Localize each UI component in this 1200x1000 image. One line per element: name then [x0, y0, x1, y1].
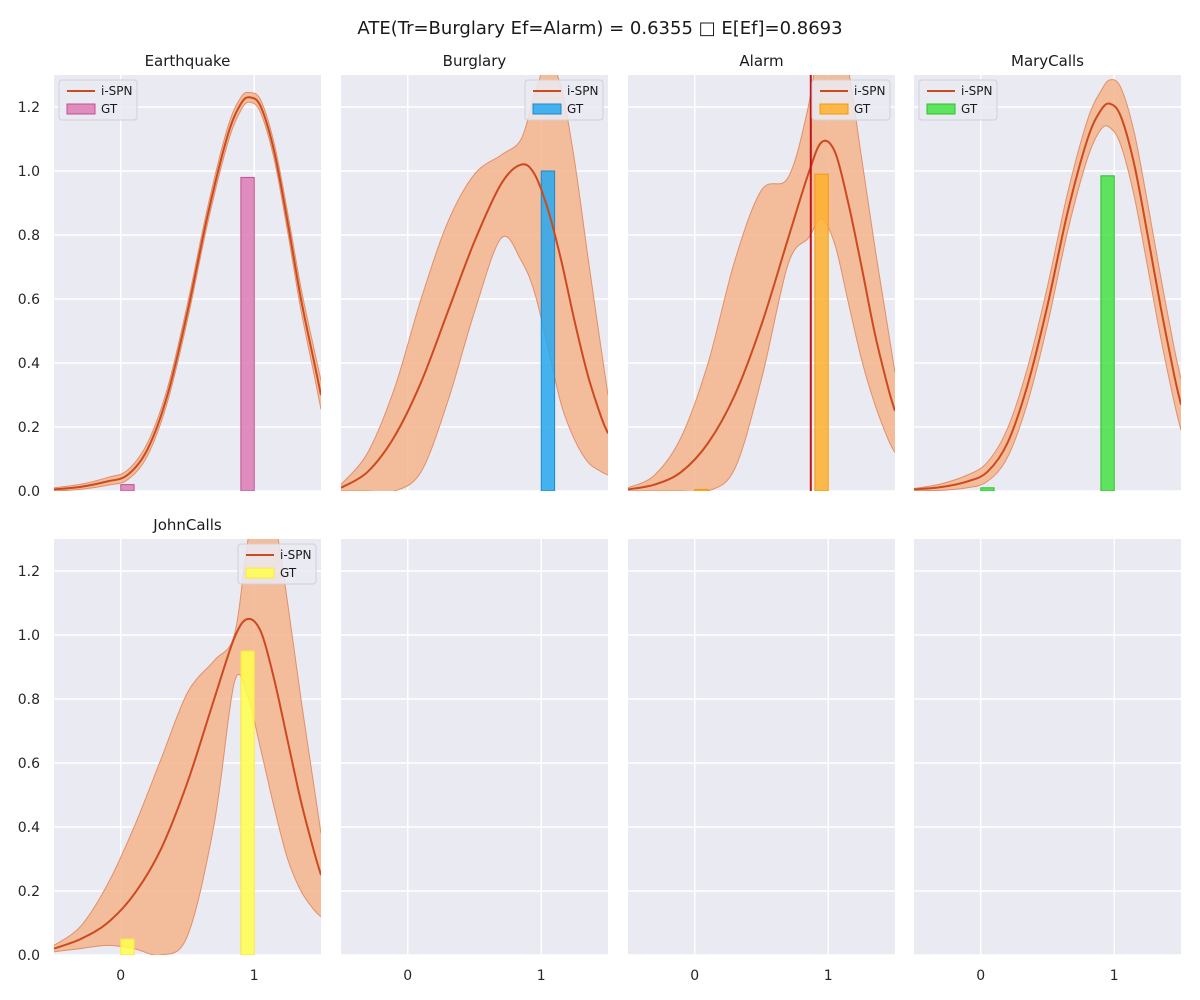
y-tick-label: 1.0 — [18, 628, 40, 644]
legend: i-SPN GT — [58, 79, 138, 121]
band-lower-edge — [54, 673, 321, 955]
panel-title: MaryCalls — [1011, 52, 1084, 70]
y-tick-label: 1.2 — [18, 564, 40, 580]
legend: i-SPN GT — [811, 79, 891, 121]
y-tick-label: 0.4 — [18, 820, 40, 836]
i-spn-line — [54, 617, 321, 950]
gt-bar — [120, 938, 135, 955]
figure-title: ATE(Tr=Burglary Ef=Alarm) = 0.6355 □ E[E… — [357, 18, 842, 39]
y-tick-label: 0.2 — [18, 884, 40, 900]
y-tick-label: 0.0 — [18, 484, 40, 500]
i-spn-line — [54, 96, 321, 491]
i-spn-line — [914, 102, 1181, 491]
y-tick-label: 0.6 — [18, 292, 40, 308]
gt-bar — [1100, 175, 1115, 491]
plot-area — [54, 75, 321, 491]
legend: i-SPN GT — [524, 79, 604, 121]
y-tick-label: 0.8 — [18, 692, 40, 708]
i-spn-line — [628, 139, 895, 491]
legend-label: i-SPN — [854, 84, 886, 98]
legend-label: GT — [961, 102, 978, 116]
i-spn-line — [341, 163, 608, 489]
legend-label: GT — [854, 102, 871, 116]
plot-area — [341, 539, 608, 955]
band-upper-edge — [914, 79, 1181, 489]
confidence-band — [54, 539, 321, 955]
x-tick-label: 0 — [116, 968, 125, 984]
panels-grid: 0.00.20.40.60.81.01.2Earthquakei-SPNGTBu… — [18, 52, 1181, 984]
plot-area — [914, 75, 1181, 491]
legend-gt-swatch — [926, 103, 956, 115]
x-tick-label: 0 — [690, 968, 699, 984]
band-lower-edge — [914, 125, 1181, 491]
gt-bar — [694, 488, 709, 491]
band-lower-edge — [341, 235, 608, 491]
y-tick-label: 0.8 — [18, 228, 40, 244]
band-upper-edge — [54, 539, 321, 946]
legend: i-SPN GT — [918, 79, 998, 121]
x-tick-label: 0 — [403, 968, 412, 984]
legend: i-SPN GT — [237, 543, 317, 585]
band-lower-edge — [54, 101, 321, 491]
gt-bar — [120, 484, 135, 491]
x-tick-label: 1 — [250, 968, 259, 984]
y-tick-label: 0.4 — [18, 356, 40, 372]
gt-bar — [540, 170, 556, 491]
y-tick-label: 0.0 — [18, 948, 40, 964]
panel: MaryCalls i-SPN GT — [914, 52, 1181, 492]
y-tick-label: 1.2 — [18, 100, 40, 116]
legend-gt-swatch — [245, 567, 275, 579]
panel: Alarm i-SPN GT — [628, 52, 895, 492]
legend-label: i-SPN — [280, 548, 312, 562]
gt-bar — [980, 487, 995, 491]
legend-gt-swatch — [532, 103, 562, 115]
y-tick-label: 1.0 — [18, 164, 40, 180]
x-tick-label: 1 — [537, 968, 546, 984]
gt-bar — [814, 173, 829, 491]
band-lower-edge — [628, 218, 895, 491]
y-tick-label: 0.6 — [18, 756, 40, 772]
legend-label: GT — [567, 102, 584, 116]
legend-label: GT — [280, 566, 297, 580]
band-upper-edge — [54, 91, 321, 489]
panel-title: JohnCalls — [152, 516, 222, 534]
panel: 0.0 0.2 0.4 0.6 0.8 1.0 1.2 Earthquake i-SPN GT — [18, 52, 321, 500]
x-tick-label: 0 — [976, 968, 985, 984]
panel-title: Alarm — [739, 52, 783, 70]
panel-title: Earthquake — [145, 52, 231, 70]
band-upper-edge — [628, 75, 895, 489]
legend-label: i-SPN — [101, 84, 133, 98]
legend-gt-swatch — [66, 103, 96, 115]
legend-label: GT — [101, 102, 118, 116]
x-tick-label: 1 — [1110, 968, 1119, 984]
plot-area — [914, 539, 1181, 955]
panel: 0.0 0.2 0.4 0.6 0.8 1.0 1.2 0 1 JohnCalls i-SPN GT — [18, 516, 321, 984]
plot-area — [628, 539, 895, 955]
gt-bar — [240, 176, 255, 491]
y-tick-label: 0.2 — [18, 420, 40, 436]
panel: Burglary i-SPN GT — [341, 52, 608, 492]
gt-bar — [240, 650, 255, 955]
x-tick-label: 1 — [824, 968, 833, 984]
band-upper-edge — [341, 75, 608, 485]
legend-label: i-SPN — [961, 84, 993, 98]
legend-label: i-SPN — [567, 84, 599, 98]
panel-title: Burglary — [443, 52, 507, 70]
legend-gt-swatch — [819, 103, 849, 115]
